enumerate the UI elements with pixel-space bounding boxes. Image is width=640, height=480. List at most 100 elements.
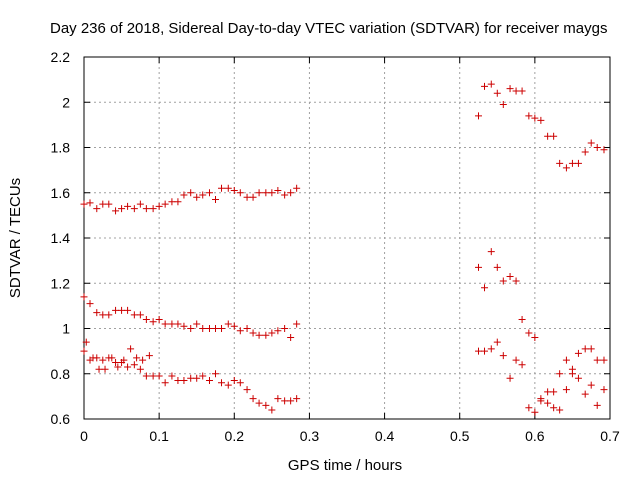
data-point-upper	[512, 87, 520, 95]
data-point-middle	[487, 248, 495, 256]
data-point-upper	[574, 159, 582, 167]
data-point-upper	[255, 189, 263, 197]
data-point-lower	[255, 399, 263, 407]
data-point-upper	[537, 116, 545, 124]
plot-frame	[83, 56, 611, 420]
data-point-upper	[475, 112, 482, 120]
data-point-lower	[475, 347, 482, 355]
chart-title: Day 236 of 2018, Sidereal Day-to-day VTE…	[50, 20, 607, 37]
data-point-upper	[180, 191, 188, 199]
data-point-lower	[142, 372, 150, 380]
data-point-lower	[493, 338, 501, 346]
data-point-upper	[544, 132, 552, 140]
data-point-lower	[120, 356, 128, 364]
data-point-middle	[287, 334, 295, 342]
data-point-upper	[581, 148, 589, 156]
data-point-middle	[249, 329, 257, 337]
data-point-upper	[161, 200, 169, 208]
data-point-upper	[243, 193, 251, 201]
data-point-upper	[518, 87, 526, 95]
x-axis-label: GPS time / hours	[288, 457, 402, 474]
data-point-middle	[268, 329, 276, 337]
data-point-lower	[274, 395, 282, 403]
data-point-upper	[193, 193, 201, 201]
data-point-lower	[593, 401, 601, 409]
x-tick-label: 0.6	[525, 428, 545, 444]
data-point-lower	[518, 361, 526, 369]
x-tick-label: 0.2	[225, 428, 245, 444]
data-point-middle	[525, 329, 533, 337]
y-tick-label: 1.6	[51, 185, 71, 201]
data-point-upper	[149, 205, 157, 213]
data-point-lower	[89, 354, 97, 362]
data-point-lower	[114, 363, 122, 371]
data-point-middle	[205, 325, 213, 332]
data-point-lower	[174, 377, 182, 385]
data-point-middle	[155, 315, 163, 323]
data-point-middle	[161, 320, 169, 328]
data-point-lower	[556, 406, 564, 414]
data-point-lower	[499, 352, 507, 360]
data-point-middle	[550, 388, 558, 396]
data-points	[80, 80, 608, 416]
y-tick-label: 1.4	[51, 230, 71, 246]
data-point-middle	[274, 327, 282, 335]
data-point-upper	[249, 193, 257, 201]
data-point-middle	[187, 325, 195, 332]
data-point-upper	[205, 189, 213, 197]
data-point-upper	[506, 85, 514, 93]
data-point-upper	[155, 202, 163, 210]
data-point-upper	[287, 189, 295, 197]
data-point-middle	[193, 320, 201, 328]
data-point-middle	[562, 356, 570, 364]
data-point-middle	[600, 356, 608, 364]
data-point-middle	[212, 325, 219, 332]
data-point-upper	[487, 80, 495, 88]
data-point-middle	[262, 331, 270, 339]
data-point-middle	[255, 331, 263, 339]
data-point-lower	[481, 347, 489, 355]
data-point-upper	[130, 205, 138, 213]
data-point-middle	[544, 388, 552, 396]
data-point-upper	[136, 200, 144, 208]
data-point-upper	[568, 159, 576, 167]
data-point-upper	[118, 205, 126, 213]
data-point-upper	[274, 186, 282, 194]
data-point-middle	[243, 325, 251, 332]
data-point-middle	[574, 349, 582, 357]
data-point-lower	[537, 397, 545, 405]
data-point-upper	[556, 159, 564, 167]
y-tick-label: 1.8	[51, 140, 71, 156]
x-tick-label: 0.4	[375, 428, 395, 444]
data-point-upper	[86, 199, 94, 207]
data-point-middle	[80, 293, 88, 301]
data-point-lower	[531, 408, 539, 416]
data-point-lower	[99, 356, 107, 364]
data-point-lower	[139, 356, 147, 364]
data-point-upper	[293, 184, 301, 192]
data-point-lower	[124, 363, 132, 371]
data-point-upper	[199, 191, 207, 199]
data-point-upper	[281, 191, 289, 199]
data-point-upper	[562, 164, 570, 172]
data-point-middle	[593, 356, 601, 364]
data-point-lower	[262, 401, 270, 409]
data-point-lower	[127, 345, 135, 353]
data-point-upper	[224, 184, 232, 192]
x-tick-label: 0.1	[149, 428, 169, 444]
data-point-upper	[112, 207, 120, 215]
y-tick-label: 0.8	[51, 366, 71, 382]
data-point-upper	[174, 198, 182, 206]
data-point-lower	[95, 365, 103, 373]
data-point-lower	[212, 370, 219, 378]
data-point-middle	[499, 277, 507, 285]
data-point-lower	[180, 377, 188, 385]
data-point-lower	[574, 374, 582, 382]
data-point-upper	[187, 189, 195, 197]
data-point-middle	[281, 325, 289, 332]
data-point-lower	[293, 395, 301, 403]
data-point-upper	[93, 205, 101, 213]
data-point-middle	[130, 311, 138, 319]
grid-lines	[84, 57, 610, 419]
data-point-middle	[581, 345, 589, 353]
